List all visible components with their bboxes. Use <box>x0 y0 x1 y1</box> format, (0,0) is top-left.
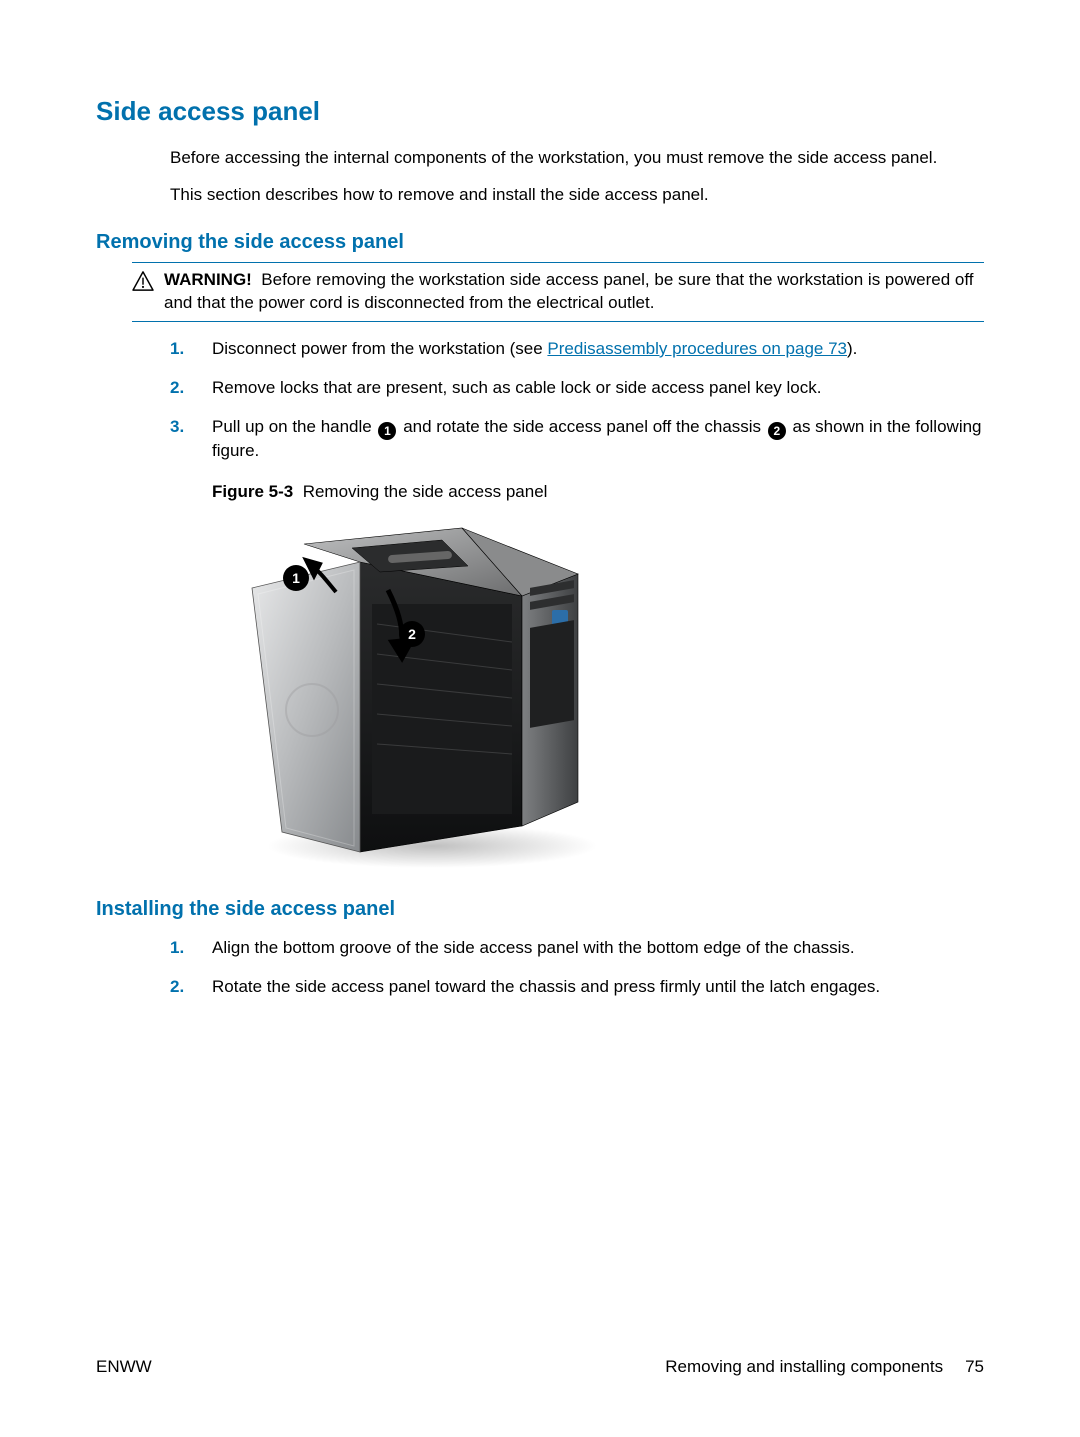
removing-step-3: Pull up on the handle 1 and rotate the s… <box>170 416 984 874</box>
callout-2-icon: 2 <box>768 422 786 440</box>
warning-text: WARNING! Before removing the workstation… <box>164 269 984 315</box>
predisassembly-link[interactable]: Predisassembly procedures on page 73 <box>547 339 847 358</box>
removing-step-2: Remove locks that are present, such as c… <box>170 377 984 400</box>
warning-label: WARNING! <box>164 270 252 289</box>
removing-step-1: Disconnect power from the workstation (s… <box>170 338 984 361</box>
figure-caption-text: Removing the side access panel <box>303 482 548 501</box>
step1-text-b: ). <box>847 339 857 358</box>
document-page: Side access panel Before accessing the i… <box>0 0 1080 1437</box>
figure-workstation-illustration: 1 2 <box>212 514 612 874</box>
step3-text-b: and rotate the side access panel off the… <box>398 417 765 436</box>
intro-block: Before accessing the internal components… <box>170 147 984 207</box>
figure-callout-2: 2 <box>408 626 416 642</box>
footer-left: ENWW <box>96 1357 152 1377</box>
footer-page-number: 75 <box>965 1357 984 1377</box>
installing-steps: Align the bottom groove of the side acce… <box>170 937 984 999</box>
callout-1-icon: 1 <box>378 422 396 440</box>
warning-body: Before removing the workstation side acc… <box>164 270 973 312</box>
intro-paragraph-1: Before accessing the internal components… <box>170 147 984 170</box>
step3-text-a: Pull up on the handle <box>212 417 376 436</box>
installing-step-2: Rotate the side access panel toward the … <box>170 976 984 999</box>
page-title: Side access panel <box>96 96 984 127</box>
removing-heading: Removing the side access panel <box>96 231 984 254</box>
removing-steps: Disconnect power from the workstation (s… <box>170 338 984 874</box>
installing-step-1: Align the bottom groove of the side acce… <box>170 937 984 960</box>
page-footer: ENWW Removing and installing components … <box>96 1357 984 1377</box>
warning-callout: WARNING! Before removing the workstation… <box>132 262 984 322</box>
footer-section-title: Removing and installing components <box>665 1357 943 1377</box>
intro-paragraph-2: This section describes how to remove and… <box>170 184 984 207</box>
warning-icon <box>132 271 154 291</box>
installing-heading: Installing the side access panel <box>96 898 984 921</box>
figure-caption: Figure 5-3 Removing the side access pane… <box>212 481 984 504</box>
figure-callout-1: 1 <box>292 570 300 586</box>
step1-text-a: Disconnect power from the workstation (s… <box>212 339 547 358</box>
figure-label: Figure 5-3 <box>212 482 293 501</box>
